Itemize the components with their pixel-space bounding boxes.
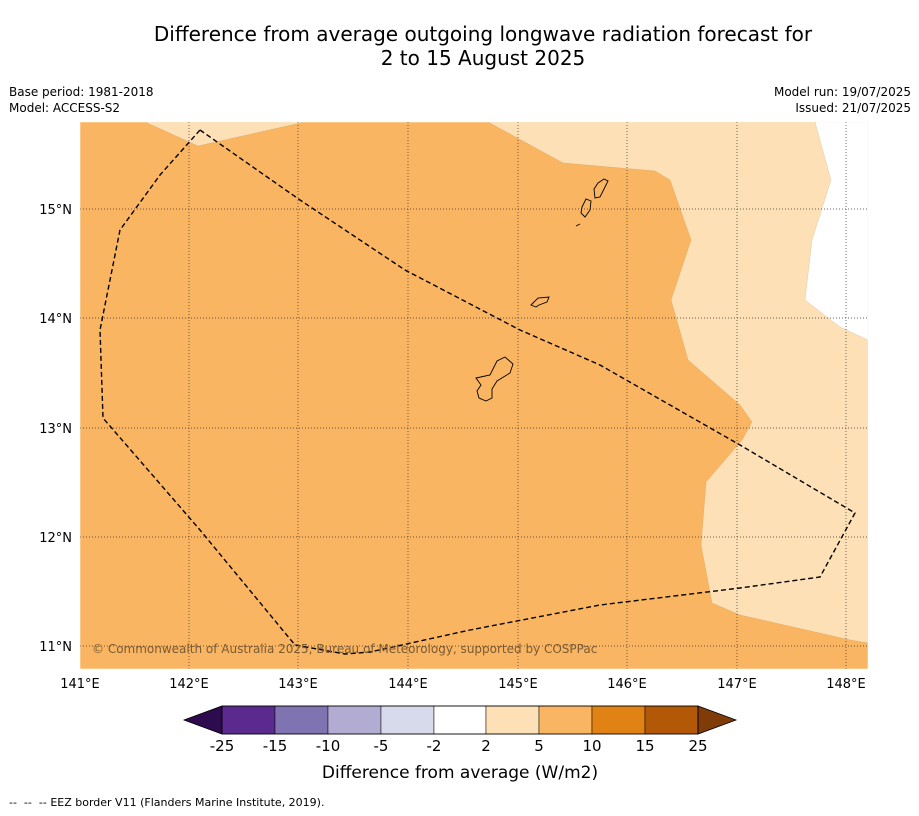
lon-tick-labels: 141°E 142°E 143°E 144°E 145°E 146°E 147°… [60, 677, 866, 692]
island-saipan [593, 178, 609, 199]
lat-tick: 12°N [39, 531, 72, 546]
model-run: Model run: 19/07/2025 [773, 85, 911, 99]
colorbar-extend-low [182, 705, 223, 735]
issued-date: Issued: 21/07/2025 [795, 101, 911, 115]
colorbar-segment [433, 705, 487, 735]
colorbar-segment [380, 705, 435, 735]
anomaly-2-5-region-east [487, 122, 868, 644]
colorbar-segment [591, 705, 646, 735]
anomaly-neutral-region [804, 122, 868, 341]
lon-tick: 147°E [717, 677, 757, 692]
base-period: Base period: 1981-2018 [9, 85, 154, 99]
colorbar-segment [274, 705, 329, 735]
lon-tick: 144°E [388, 677, 428, 692]
colorbar [182, 705, 738, 735]
chart-title: Difference from average outgoing longwav… [80, 22, 886, 70]
lon-tick: 141°E [60, 677, 100, 692]
colorbar-label: -15 [263, 737, 288, 755]
eez-legend-text: EEZ border V11 (Flanders Marine Institut… [50, 796, 325, 809]
colorbar-segment [538, 705, 593, 735]
lat-tick: 13°N [39, 422, 72, 437]
island-tinian [580, 198, 592, 218]
map-area: © Commonwealth of Australia 2025, Bureau… [80, 122, 868, 669]
lon-tick: 145°E [498, 677, 538, 692]
lat-tick: 15°N [39, 203, 72, 218]
island-rota [530, 296, 550, 308]
colorbar-outline [221, 705, 699, 735]
islands [475, 178, 609, 402]
colorbar-label: 10 [582, 737, 601, 755]
eez-legend: -- -- -- EEZ border V11 (Flanders Marine… [9, 796, 324, 809]
colorbar-label: -25 [210, 737, 235, 755]
map-frame [79, 121, 869, 670]
meta-right: Model run: 19/07/2025 Issued: 21/07/2025 [774, 84, 911, 116]
colorbar-label: -5 [374, 737, 389, 755]
island-aguijan [575, 223, 581, 227]
colorbar-label: -10 [316, 737, 341, 755]
colorbar-segment [644, 705, 699, 735]
gridlines [80, 122, 868, 669]
colorbar-title: Difference from average (W/m2) [322, 763, 598, 783]
colorbar-label: 2 [481, 737, 491, 755]
lon-tick: 146°E [607, 677, 647, 692]
lat-tick: 14°N [39, 312, 72, 327]
anomaly-2-5-region-north [144, 122, 306, 147]
island-guam [475, 356, 514, 402]
colorbar-segment [485, 705, 540, 735]
colorbar-labels: -25 -15 -10 -5 -2 2 5 10 15 25 Differenc… [210, 737, 708, 783]
lon-tick: 143°E [278, 677, 318, 692]
lat-tick: 11°N [39, 640, 72, 655]
colorbar-label: -2 [427, 737, 442, 755]
colorbar-segment [221, 705, 276, 735]
lon-tick: 142°E [169, 677, 209, 692]
colorbar-label: 15 [635, 737, 654, 755]
lat-tick-labels: 15°N 14°N 13°N 12°N 11°N [39, 203, 72, 655]
lon-tick: 148°E [826, 677, 866, 692]
title-line-2: 2 to 15 August 2025 [380, 46, 586, 70]
title-line-1: Difference from average outgoing longwav… [153, 22, 813, 46]
colorbar-label: 25 [688, 737, 707, 755]
eez-border [99, 129, 856, 655]
colorbar-segment [327, 705, 382, 735]
copyright-text: © Commonwealth of Australia 2025, Bureau… [92, 642, 597, 656]
colorbar-extend-high [697, 705, 738, 735]
meta-left: Base period: 1981-2018 Model: ACCESS-S2 [9, 84, 154, 116]
model-name: Model: ACCESS-S2 [9, 101, 121, 115]
colorbar-label: 5 [534, 737, 544, 755]
eez-legend-symbol: -- -- -- [9, 796, 47, 809]
